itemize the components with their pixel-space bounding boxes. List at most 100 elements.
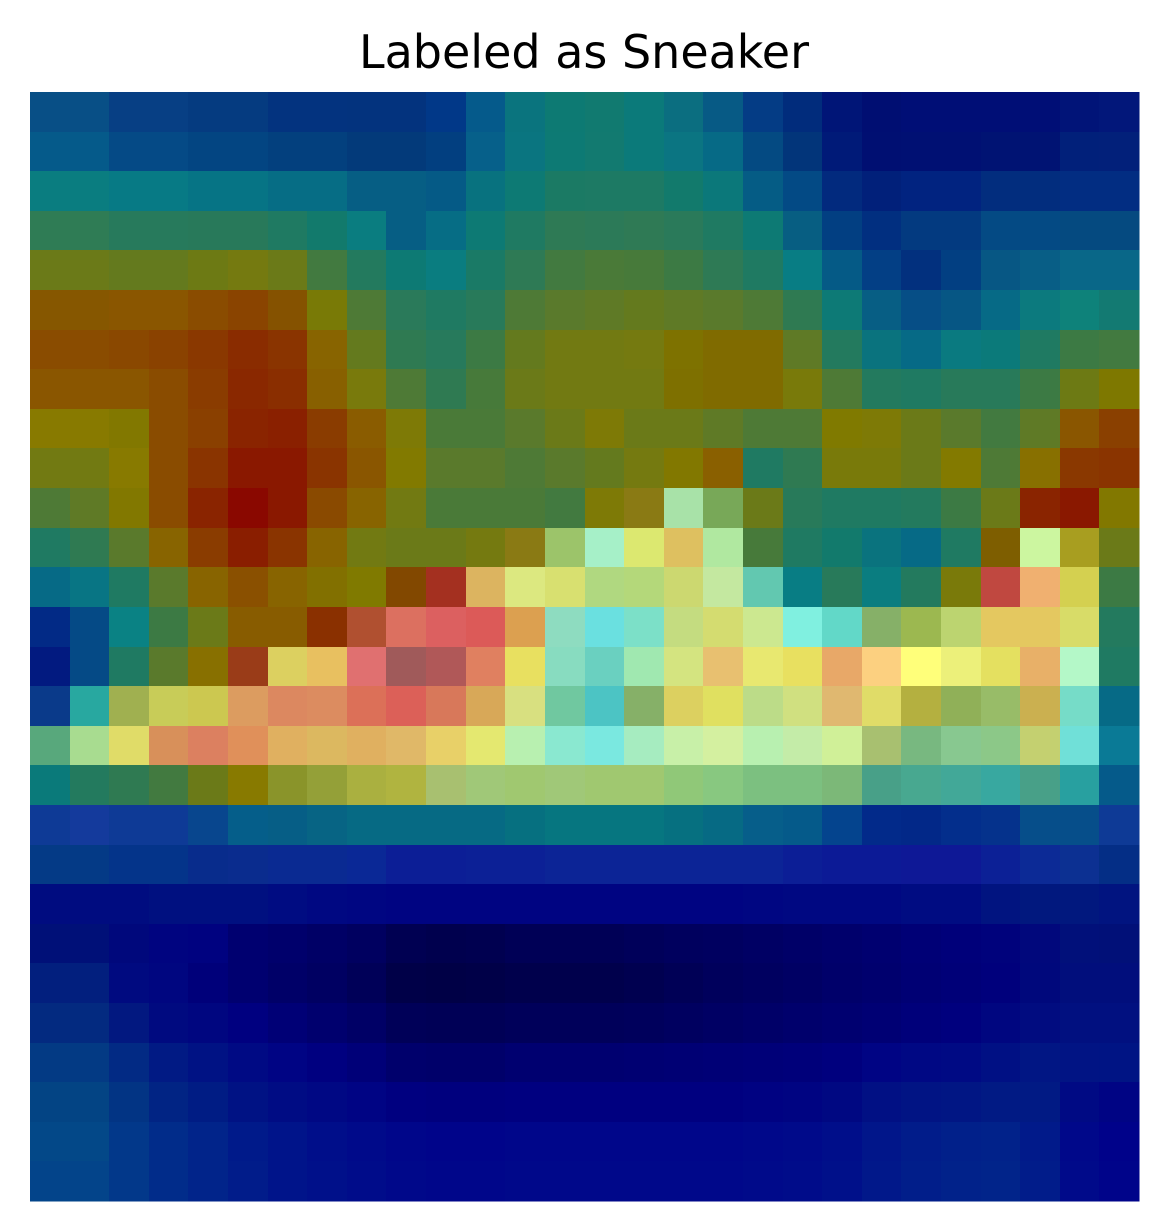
heatmap-cell <box>466 250 506 291</box>
heatmap-cell <box>585 171 625 212</box>
heatmap-cell <box>505 92 546 133</box>
heatmap-cell <box>426 211 467 251</box>
heatmap-cell <box>822 171 863 212</box>
heatmap-cell <box>268 92 308 133</box>
heatmap-cell <box>347 884 387 925</box>
heatmap-cell <box>505 805 546 846</box>
heatmap-cell <box>30 528 71 568</box>
heatmap-cell <box>268 765 308 806</box>
heatmap-cell <box>149 1082 189 1123</box>
heatmap-cell <box>822 647 863 687</box>
heatmap-cell <box>70 330 110 370</box>
heatmap-cell <box>149 409 189 449</box>
heatmap-cell <box>70 1161 110 1202</box>
heatmap-cell <box>822 330 863 370</box>
heatmap-cell <box>149 647 189 687</box>
heatmap-cell <box>30 250 71 291</box>
heatmap-cell <box>1060 567 1100 608</box>
heatmap-cell <box>585 1043 625 1083</box>
heatmap-cell <box>743 607 784 648</box>
heatmap-cell <box>585 647 625 687</box>
heatmap-cell <box>347 448 387 489</box>
heatmap-cell <box>188 1082 229 1123</box>
heatmap-cell <box>743 924 784 964</box>
heatmap-cell <box>585 765 625 806</box>
heatmap-cell <box>1020 845 1061 885</box>
heatmap-cell <box>901 409 942 449</box>
heatmap-cell <box>1060 963 1100 1004</box>
heatmap-cell <box>505 1082 546 1123</box>
heatmap-cell <box>901 924 942 964</box>
heatmap-cell <box>664 250 704 291</box>
heatmap-cell <box>862 369 902 410</box>
heatmap-cell <box>862 448 902 489</box>
heatmap-cell <box>228 290 269 331</box>
heatmap-cell <box>624 1161 665 1202</box>
heatmap-cell <box>1060 1003 1100 1044</box>
heatmap-cell <box>783 92 823 133</box>
heatmap-cell <box>307 845 348 885</box>
heatmap-cell <box>585 488 625 529</box>
heatmap-cell <box>783 567 823 608</box>
heatmap-cell <box>307 330 348 370</box>
heatmap-cell <box>743 686 784 727</box>
heatmap-cell <box>822 686 863 727</box>
heatmap-cell <box>505 211 546 251</box>
heatmap-cell <box>941 726 982 766</box>
heatmap-cell <box>109 330 150 370</box>
heatmap-cell <box>505 488 546 529</box>
heatmap-cell <box>426 171 467 212</box>
heatmap-cell <box>268 488 308 529</box>
heatmap-cell <box>545 1082 586 1123</box>
heatmap-cell <box>624 330 665 370</box>
heatmap-cell <box>585 92 625 133</box>
heatmap-cell <box>783 250 823 291</box>
heatmap-cell <box>228 845 269 885</box>
heatmap-cell <box>466 647 506 687</box>
heatmap-cell <box>386 250 427 291</box>
heatmap-cell <box>1020 924 1061 964</box>
heatmap-cell <box>941 884 982 925</box>
heatmap-cell <box>347 211 387 251</box>
heatmap-cell <box>901 607 942 648</box>
heatmap-cell <box>426 845 467 885</box>
heatmap-cell <box>624 845 665 885</box>
heatmap-cell <box>822 726 863 766</box>
heatmap-cell <box>70 924 110 964</box>
heatmap-cell <box>1020 805 1061 846</box>
heatmap-cell <box>386 211 427 251</box>
heatmap-cell <box>426 924 467 964</box>
heatmap-cell <box>1060 1043 1100 1083</box>
heatmap-cell <box>862 963 902 1004</box>
heatmap-cell <box>1020 409 1061 449</box>
heatmap-cell <box>703 963 744 1004</box>
heatmap-cell <box>1060 528 1100 568</box>
heatmap-cell <box>624 963 665 1004</box>
heatmap-cell <box>783 845 823 885</box>
heatmap-cell <box>505 250 546 291</box>
heatmap-cell <box>188 132 229 172</box>
heatmap-cell <box>30 330 71 370</box>
heatmap-cell <box>981 250 1021 291</box>
heatmap-cell <box>466 805 506 846</box>
heatmap-cell <box>1020 132 1061 172</box>
heatmap-cell <box>664 290 704 331</box>
heatmap-cell <box>347 171 387 212</box>
heatmap-cell <box>505 290 546 331</box>
heatmap-cell <box>149 845 189 885</box>
heatmap-cell <box>1020 528 1061 568</box>
heatmap-cell <box>981 1082 1021 1123</box>
heatmap-cell <box>585 250 625 291</box>
heatmap-cell <box>307 686 348 727</box>
heatmap-cell <box>545 765 586 806</box>
heatmap-cell <box>386 1122 427 1162</box>
heatmap-cell <box>109 805 150 846</box>
heatmap-cell <box>585 1082 625 1123</box>
heatmap-cell <box>505 1122 546 1162</box>
heatmap-cell <box>30 92 71 133</box>
heatmap-cell <box>981 171 1021 212</box>
heatmap-cell <box>466 845 506 885</box>
heatmap-cell <box>386 409 427 449</box>
heatmap-cell <box>941 528 982 568</box>
heatmap-cell <box>545 171 586 212</box>
